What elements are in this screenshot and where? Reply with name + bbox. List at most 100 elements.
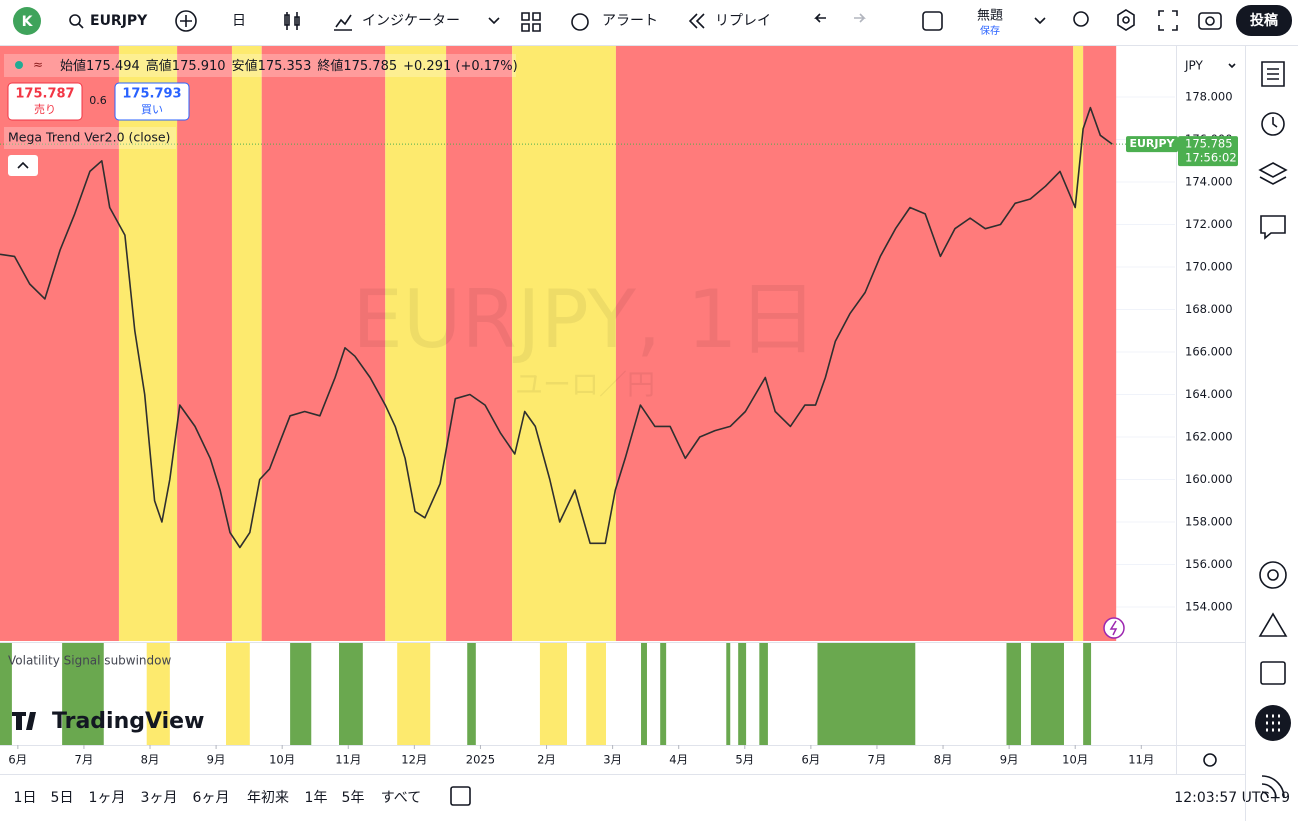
alert[interactable]: アラート <box>602 13 658 29</box>
settings[interactable] <box>1117 9 1135 31</box>
indicators[interactable]: インジケーター <box>362 13 460 29</box>
currency[interactable]: JPY <box>1184 59 1204 73</box>
range-button[interactable]: 5日 <box>51 790 74 806</box>
snapshot[interactable] <box>1198 12 1222 30</box>
volatility-signal <box>1030 643 1064 745</box>
y-tick-label: 158.000 <box>1185 515 1233 529</box>
y-tick-label: 174.000 <box>1185 175 1233 189</box>
stream[interactable] <box>1261 775 1285 799</box>
y-tick-label: 170.000 <box>1185 260 1233 274</box>
screener[interactable] <box>1259 561 1287 589</box>
fullscreen-box[interactable] <box>922 11 943 31</box>
countdown: 17:56:02 <box>1185 151 1237 165</box>
x-tick-label: 2025 <box>466 753 495 767</box>
search-icon[interactable] <box>69 14 81 26</box>
x-tick-label: 10月 <box>269 753 295 767</box>
watchlist[interactable] <box>1261 61 1285 87</box>
screener <box>1267 569 1279 581</box>
chart-type[interactable] <box>284 12 300 30</box>
volatility-signal <box>339 643 363 745</box>
calendar[interactable] <box>1260 661 1286 685</box>
date-range-icon[interactable] <box>450 786 471 806</box>
trend-band <box>1083 46 1117 641</box>
quick-search[interactable] <box>1073 11 1089 27</box>
indicators-icon[interactable] <box>334 14 352 31</box>
dropdown[interactable] <box>488 17 500 25</box>
volatility-signal <box>660 643 667 745</box>
buy-price: 175.793 <box>122 87 181 102</box>
avatar-letter: K <box>22 14 34 30</box>
layout-name[interactable]: 無題 <box>977 9 1003 24</box>
add-symbol[interactable] <box>175 10 197 32</box>
watermark-title: EURJPY, 1日 <box>352 273 817 366</box>
x-tick-label: 4月 <box>669 753 688 767</box>
trend-band <box>177 46 232 641</box>
publish-button[interactable] <box>1236 5 1292 36</box>
toolbar <box>0 0 1298 45</box>
status-icon: ≈ <box>33 58 43 72</box>
watermark-subtitle: ユーロ／円 <box>515 368 655 401</box>
range-button[interactable]: 年初来 <box>247 789 289 806</box>
volatility-signal <box>817 643 916 745</box>
avatar[interactable] <box>13 7 41 35</box>
range-button[interactable]: 5年 <box>342 790 365 806</box>
low: 175.353 <box>258 59 312 74</box>
indicator-bg <box>4 127 176 149</box>
fullscreen[interactable] <box>1158 10 1178 31</box>
range-button[interactable]: 1日 <box>14 790 37 806</box>
range-button[interactable]: 3ヶ月 <box>141 790 178 806</box>
ideas[interactable] <box>1258 612 1288 637</box>
x-tick-label: 12月 <box>401 753 427 767</box>
undo[interactable] <box>814 13 826 23</box>
last-price: 175.785 <box>1185 137 1233 151</box>
y-tick-label: 178.000 <box>1185 90 1233 104</box>
chart-layer <box>0 46 1175 745</box>
x-tick-label: 5月 <box>735 753 754 767</box>
x-tick-label: 6月 <box>801 753 820 767</box>
range-button[interactable]: すべて <box>381 790 421 806</box>
range-button[interactable]: 6ヶ月 <box>193 790 230 806</box>
interval[interactable]: 日 <box>232 13 246 29</box>
close: 175.785 <box>343 59 397 74</box>
layouts[interactable] <box>521 12 541 32</box>
subwindow-name: Volatility Signal subwindow <box>8 654 171 668</box>
logo-mark <box>12 712 36 730</box>
alerts-panel[interactable] <box>1261 112 1285 136</box>
logo[interactable]: TradingView <box>52 709 204 734</box>
x-tick-label: 11月 <box>335 753 361 767</box>
volatility-signal <box>738 643 747 745</box>
currency-box[interactable] <box>1180 53 1240 78</box>
volatility-signal <box>1083 643 1092 745</box>
dropdown[interactable] <box>1034 17 1046 25</box>
range-button[interactable]: 1ヶ月 <box>89 790 126 806</box>
high-label: 高値 <box>146 58 172 74</box>
publish-label: 投稿 <box>1250 12 1278 29</box>
indicator-name[interactable]: Mega Trend Ver2.0 (close) <box>8 130 170 145</box>
buy-button[interactable] <box>114 82 190 121</box>
alert-icon[interactable] <box>571 13 589 31</box>
replay-icon[interactable] <box>688 13 705 29</box>
symbol[interactable]: EURJPY <box>90 13 148 29</box>
chats[interactable] <box>1260 215 1286 240</box>
sell-button[interactable] <box>7 82 83 121</box>
y-tick-label: 160.000 <box>1185 472 1233 486</box>
close-label: 終値 <box>317 58 343 74</box>
y-tick-label: 168.000 <box>1185 302 1233 316</box>
sell-label: 売り <box>34 103 56 116</box>
redo[interactable] <box>854 13 866 23</box>
change: +0.291 (+0.17%) <box>403 59 518 74</box>
volatility-signal <box>397 643 431 745</box>
axis-settings[interactable] <box>1203 753 1217 767</box>
events-icon[interactable] <box>1103 617 1125 639</box>
collapse-button[interactable] <box>8 155 38 176</box>
y-tick-label: 164.000 <box>1185 387 1233 401</box>
range-button[interactable]: 1年 <box>305 790 328 806</box>
volatility-signal <box>467 643 476 745</box>
replay[interactable]: リプレイ <box>715 13 771 29</box>
y-tick-label: 162.000 <box>1185 430 1233 444</box>
trend-band <box>261 46 386 641</box>
x-tick-label: 7月 <box>75 753 94 767</box>
object-tree[interactable] <box>1258 162 1288 185</box>
